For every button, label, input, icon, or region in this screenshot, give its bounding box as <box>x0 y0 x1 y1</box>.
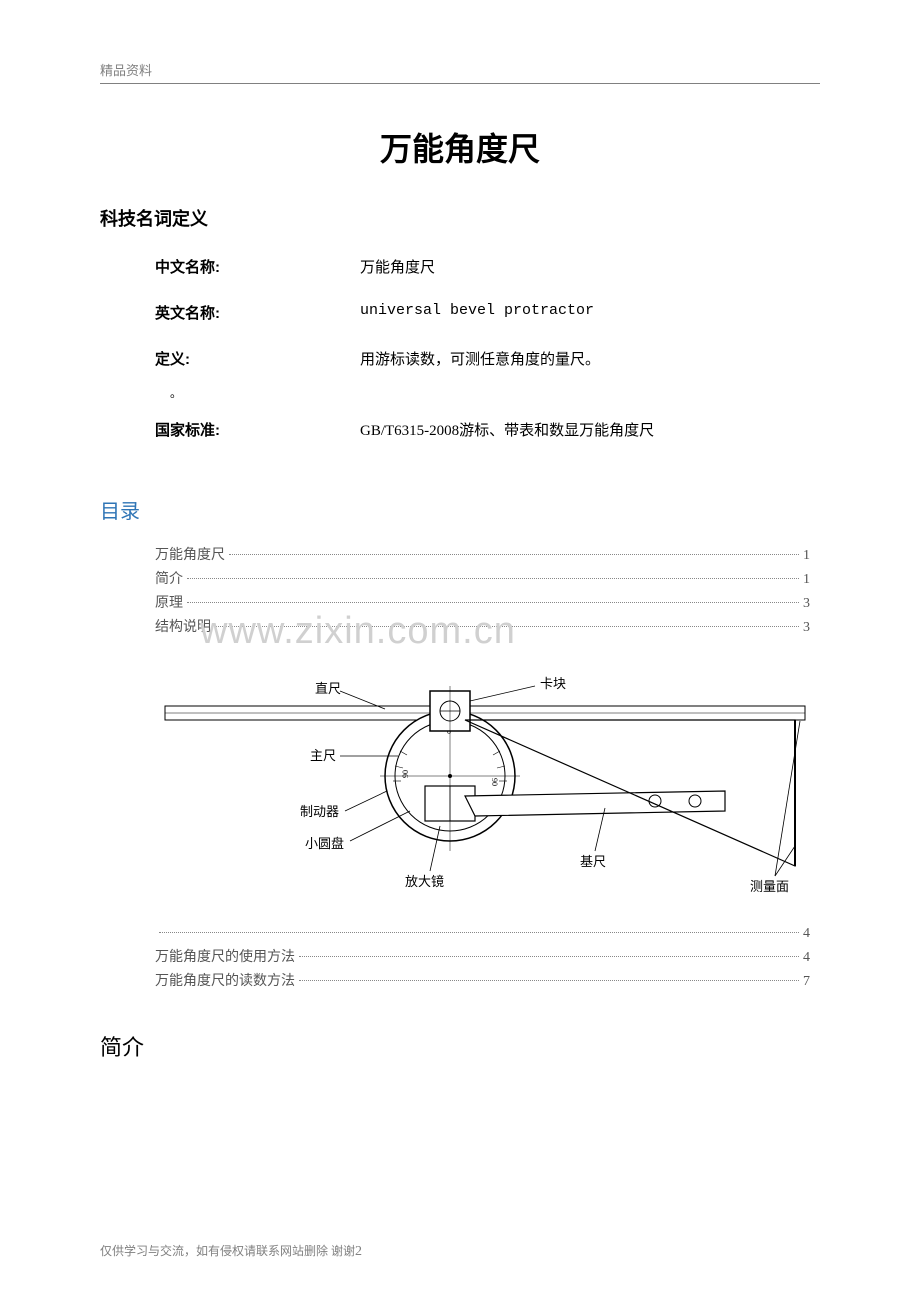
definitions-heading: 科技名词定义 <box>100 205 820 231</box>
toc-dots <box>299 956 799 957</box>
toc-page: 3 <box>803 620 810 636</box>
def-label: 定义: <box>155 348 360 369</box>
toc-item: 万能角度尺 1 <box>155 544 810 564</box>
def-value: 用游标读数，可测任意角度的量尺。 <box>360 348 600 369</box>
toc-item: 结构说明 3 <box>155 616 810 636</box>
def-row-name-cn: 中文名称: 万能角度尺 <box>100 256 820 277</box>
footer-page-number: 2 <box>355 1244 362 1259</box>
toc-text: 万能角度尺的使用方法 <box>155 946 295 966</box>
toc-page: 4 <box>803 926 810 942</box>
def-label: 国家标准: <box>155 419 360 440</box>
svg-text:90: 90 <box>490 778 499 786</box>
toc-item: 原理 3 <box>155 592 810 612</box>
toc-dots <box>215 626 799 627</box>
diagram-label-main-scale: 主尺 <box>310 748 336 763</box>
toc-text: 简介 <box>155 568 183 588</box>
toc-page: 7 <box>803 974 810 990</box>
def-value: universal bevel protractor <box>360 302 594 323</box>
diagram-label-brake: 制动器 <box>300 804 339 819</box>
toc-page: 4 <box>803 950 810 966</box>
def-value: GB/T6315-2008游标、带表和数显万能角度尺 <box>360 419 654 440</box>
toc-dots <box>159 932 799 933</box>
toc-text: 原理 <box>155 592 183 612</box>
toc-heading: 目录 <box>100 495 820 524</box>
toc-dots <box>229 554 799 555</box>
def-label: 英文名称: <box>155 302 360 323</box>
page-title: 万能角度尺 <box>100 124 820 170</box>
toc-text: 结构说明 <box>155 616 211 636</box>
diagram-label-magnifier: 放大镜 <box>405 874 444 889</box>
def-row-definition: 定义: 用游标读数，可测任意角度的量尺。 <box>100 348 820 369</box>
diagram-label-base: 基尺 <box>580 854 606 869</box>
toc-page: 1 <box>803 548 810 564</box>
intro-heading: 简介 <box>100 1030 820 1062</box>
svg-text:90: 90 <box>401 770 410 778</box>
def-value: 万能角度尺 <box>360 256 435 277</box>
toc-text: 万能角度尺 <box>155 544 225 564</box>
header-label: 精品资料 <box>100 60 820 84</box>
toc-text: 万能角度尺的读数方法 <box>155 970 295 990</box>
def-label: 中文名称: <box>155 256 360 277</box>
diagram-label-surface: 测量面 <box>750 879 789 894</box>
toc-list-continued: 4 万能角度尺的使用方法 4 万能角度尺的读数方法 7 <box>100 926 820 990</box>
def-row-name-en: 英文名称: universal bevel protractor <box>100 302 820 323</box>
footer-text: 仅供学习与交流，如有侵权请联系网站删除 谢谢 <box>100 1244 355 1258</box>
toc-dots <box>187 578 799 579</box>
def-row-standard: 国家标准: GB/T6315-2008游标、带表和数显万能角度尺 <box>100 419 820 440</box>
page-footer: 仅供学习与交流，如有侵权请联系网站删除 谢谢2 <box>100 1242 820 1260</box>
circle-mark: 。 <box>100 384 820 401</box>
toc-list: 万能角度尺 1 简介 1 原理 3 结构说明 3 <box>100 544 820 636</box>
toc-item: 万能角度尺的读数方法 7 <box>155 970 810 990</box>
toc-item: 万能角度尺的使用方法 4 <box>155 946 810 966</box>
protractor-diagram: 90 90 0 <box>155 646 820 911</box>
diagram-label-disc: 小圆盘 <box>305 836 344 851</box>
toc-item: 4 <box>155 926 810 942</box>
diagram-label-ruler: 直尺 <box>315 681 341 696</box>
toc-item: 简介 1 <box>155 568 810 588</box>
toc-dots <box>299 980 799 981</box>
toc-dots <box>187 602 799 603</box>
toc-page: 1 <box>803 572 810 588</box>
diagram-label-clamp: 卡块 <box>540 676 566 691</box>
toc-page: 3 <box>803 596 810 612</box>
